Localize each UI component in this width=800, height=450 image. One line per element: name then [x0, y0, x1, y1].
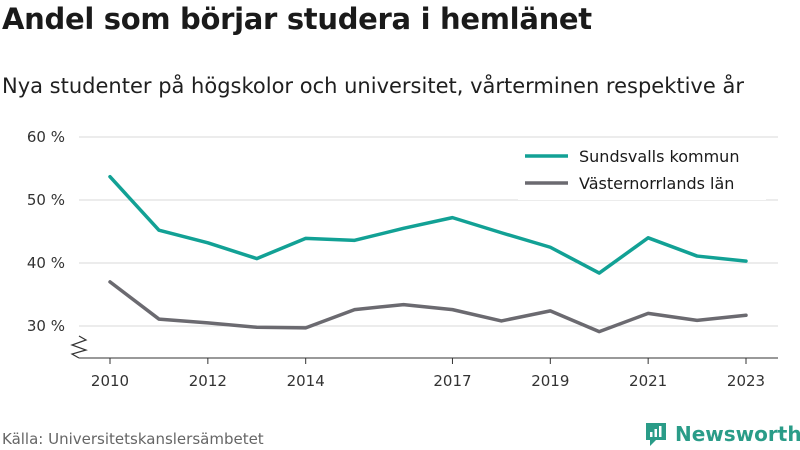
series-layer [108, 174, 748, 334]
series-line-2 [108, 280, 748, 334]
y-tick-label: 40 % [27, 254, 65, 272]
legend-label: Västernorrlands län [579, 174, 734, 193]
axis-break-icon [70, 335, 88, 359]
series-line-1 [108, 174, 748, 275]
axis-layer: 30 % 40 % 50 % 60 % 2010 2012 2014 2017 2019 2021… [27, 128, 778, 390]
chart-title: Andel som börjar studera i hemlänet [2, 2, 592, 36]
chart-subtitle: Nya studenter på högskolor och universit… [2, 74, 744, 98]
y-tick-label: 30 % [27, 317, 65, 335]
x-tick-label: 2019 [531, 372, 569, 390]
newsworthy-logo-icon [646, 423, 666, 446]
legend-background [518, 142, 766, 200]
legend-label: Sundsvalls kommun [579, 147, 739, 166]
brand-name: Newsworthy [675, 422, 800, 446]
y-tick-label: 50 % [27, 191, 65, 209]
x-tick-label: 2023 [727, 372, 765, 390]
x-tick-label: 2012 [189, 372, 227, 390]
x-tick-label: 2021 [629, 372, 667, 390]
x-tick-label: 2017 [433, 372, 471, 390]
x-tick-label: 2014 [287, 372, 325, 390]
legend: Sundsvalls kommun Västernorrlands län [518, 142, 766, 200]
source-note: Källa: Universitetskanslersämbetet [2, 430, 264, 448]
x-tick-label: 2010 [91, 372, 129, 390]
brand-logo: Newsworthy [644, 419, 800, 449]
y-tick-label: 60 % [27, 128, 65, 146]
